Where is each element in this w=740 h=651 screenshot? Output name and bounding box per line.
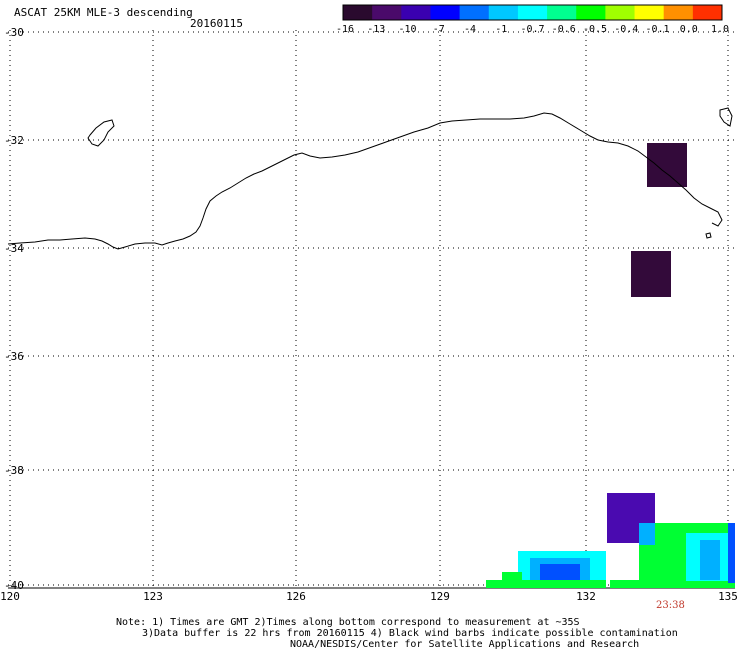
colorbar-tick-label: -7 xyxy=(432,24,445,35)
colorbar-segment xyxy=(576,5,606,20)
colorbar-segment xyxy=(663,5,694,20)
colorbar-segment xyxy=(605,5,636,20)
note-line-1: Note: 1) Times are GMT 2)Times along bot… xyxy=(116,617,580,628)
colorbar-tick-label: -0.1 xyxy=(645,24,670,35)
lat-label-38: -38 xyxy=(4,464,24,477)
lon-label-135: 135 xyxy=(718,590,738,603)
colorbar-segment xyxy=(459,5,490,20)
data-cell-light-blue xyxy=(639,523,655,545)
colorbar-segment xyxy=(430,5,461,20)
lat-label-30: -30 xyxy=(4,26,24,39)
colorbar-segment xyxy=(401,5,431,20)
colorbar-tick-label: -16 xyxy=(335,24,355,35)
colorbar xyxy=(342,4,723,21)
swath-time-label: 23:38 xyxy=(656,600,685,611)
colorbar-segment xyxy=(634,5,665,20)
lat-label-34: -34 xyxy=(4,242,24,255)
colorbar-tick-label: -0.5 xyxy=(582,24,608,35)
lon-label-123: 123 xyxy=(143,590,163,603)
note-line-3: NOAA/NESDIS/Center for Satellite Applica… xyxy=(290,639,640,650)
colorbar-tick-label: -1 xyxy=(495,24,508,35)
data-cell-blue xyxy=(540,564,580,582)
data-cell-green xyxy=(486,580,606,588)
data-cell-dark-purple xyxy=(631,251,671,297)
colorbar-tick-label: -13 xyxy=(367,24,386,35)
colorbar-tick-label: 1.0 xyxy=(710,24,730,35)
wind-data-cells xyxy=(486,143,735,588)
data-cell-green xyxy=(610,580,650,588)
colorbar-tick-label: -10 xyxy=(398,24,417,35)
map-title: ASCAT 25KM MLE-3 descending xyxy=(14,6,193,19)
colorbar-segment xyxy=(343,5,373,20)
lat-label-40: -40 xyxy=(4,579,24,592)
colorbar-tick-label: -0.6 xyxy=(551,24,576,35)
lon-label-132: 132 xyxy=(576,590,596,603)
island-east xyxy=(719,107,733,127)
data-cell-green xyxy=(655,523,687,535)
colorbar-segment xyxy=(372,5,402,20)
lat-label-36: -36 xyxy=(4,350,24,363)
colorbar-tick-label: -0.4 xyxy=(614,24,639,35)
note-line-2: 3)Data buffer is 22 hrs from 20160115 4)… xyxy=(142,628,678,639)
data-cell-dark-purple xyxy=(647,143,687,187)
island-small xyxy=(705,232,712,239)
colorbar-tick-label: -4 xyxy=(463,24,477,35)
colorbar-segment xyxy=(517,5,548,20)
island xyxy=(87,119,115,147)
coastline xyxy=(7,112,723,250)
lon-label-120: 120 xyxy=(0,590,20,603)
colorbar-frame xyxy=(342,4,723,21)
colorbar-tick-label: -0.7 xyxy=(520,24,545,35)
map-date: 20160115 xyxy=(190,17,243,30)
colorbar-segment xyxy=(547,5,577,20)
lon-label-126: 126 xyxy=(286,590,306,603)
data-cell-blue xyxy=(728,523,735,583)
colorbar-segment xyxy=(692,5,723,20)
lon-label-129: 129 xyxy=(430,590,450,603)
data-cell-light-blue xyxy=(700,540,720,580)
colorbar-tick-label: 0.0 xyxy=(679,24,698,35)
lat-label-32: -32 xyxy=(4,134,24,147)
colorbar-segment xyxy=(488,5,519,20)
